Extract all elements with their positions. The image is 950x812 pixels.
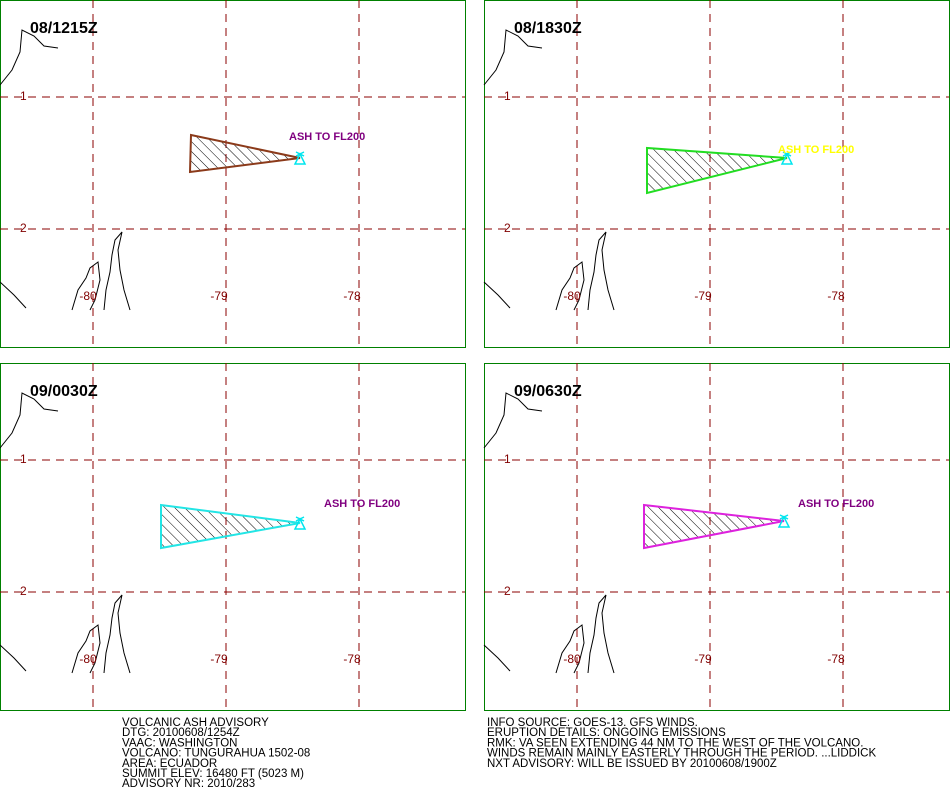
map-panel: -1 -2 -80 -79 -78 09/0630Z ASH TO FL200 — [483, 363, 950, 711]
panel-frame — [484, 363, 950, 711]
advisory-line: WINDS REMAIN MAINLY EASTERLY THROUGH THE… — [487, 748, 876, 760]
lat-label: -1 — [16, 452, 27, 466]
lon-label: -79 — [694, 652, 712, 666]
advisory-line: ADVISORY NR: 2010/283 — [122, 778, 255, 790]
valid-time: 08/1830Z — [514, 20, 582, 37]
lat-label: -2 — [16, 584, 27, 598]
lon-label: -80 — [563, 652, 581, 666]
ash-area — [160, 503, 301, 550]
map-panel: -1 -2 -80 -79 -78 09/0030Z ASH TO FL200 — [0, 363, 466, 711]
lon-label: -79 — [210, 289, 228, 303]
advisory-line: VOLCANIC ASH ADVISORY — [122, 717, 269, 729]
ash-height-label: ASH TO FL200 — [289, 131, 365, 143]
advisory-line: SUMMIT ELEV: 16480 FT (5023 M) — [122, 768, 304, 780]
ash-area — [643, 503, 785, 550]
valid-time: 09/0630Z — [514, 383, 582, 400]
lon-label: -78 — [343, 652, 361, 666]
lon-label: -80 — [79, 289, 97, 303]
lat-label: -1 — [500, 452, 511, 466]
lon-label: -80 — [563, 289, 581, 303]
volcano-symbol — [780, 151, 794, 165]
lat-label: -2 — [500, 584, 511, 598]
panel-frame — [0, 0, 466, 348]
advisory-line: RMK: VA SEEN EXTENDING 44 NM TO THE WEST… — [487, 737, 863, 749]
advisory-line: INFO SOURCE: GOES-13. GFS WINDS. — [487, 717, 698, 729]
lon-label: -79 — [210, 652, 228, 666]
lat-label: -1 — [16, 89, 27, 103]
map-panel: -1 -2 -80 -79 -78 08/1830Z ASH TO FL200 — [483, 0, 950, 348]
advisory-line: DTG: 20100608/1254Z — [122, 727, 240, 739]
lon-label: -79 — [694, 289, 712, 303]
volcano-symbol — [777, 514, 791, 528]
ash-area — [646, 146, 788, 195]
coastline — [483, 392, 615, 674]
valid-time: 09/0030Z — [30, 383, 98, 400]
coastline — [0, 392, 131, 674]
advisory-line: VOLCANO: TUNGURAHUA 1502-08 — [122, 748, 310, 760]
map-panel: -1 -2 -80 -79 -78 08/1215Z ASH TO FL200 — [0, 0, 466, 348]
coastline — [483, 29, 615, 311]
advisory-line: NXT ADVISORY: WILL BE ISSUED BY 20100608… — [487, 758, 777, 770]
valid-time: 08/1215Z — [30, 20, 98, 37]
lon-label: -78 — [343, 289, 361, 303]
ash-height-label: ASH TO FL200 — [324, 498, 400, 510]
advisory-line: VAAC: WASHINGTON — [122, 737, 237, 749]
ash-height-label: ASH TO FL200 — [778, 144, 854, 156]
lat-label: -1 — [500, 89, 511, 103]
advisory-line: AREA: ECUADOR — [122, 758, 217, 770]
lon-label: -80 — [79, 652, 97, 666]
coastline — [0, 29, 131, 311]
lat-label: -2 — [16, 221, 27, 235]
lon-label: -78 — [827, 289, 845, 303]
volcano-symbol — [293, 151, 307, 165]
ash-area — [188, 133, 301, 174]
lon-label: -78 — [827, 652, 845, 666]
lat-label: -2 — [500, 221, 511, 235]
volcano-symbol — [293, 516, 307, 530]
advisory-line: ERUPTION DETAILS: ONGOING EMISSIONS — [487, 727, 726, 739]
ash-height-label: ASH TO FL200 — [798, 498, 874, 510]
panel-frame — [0, 363, 466, 711]
